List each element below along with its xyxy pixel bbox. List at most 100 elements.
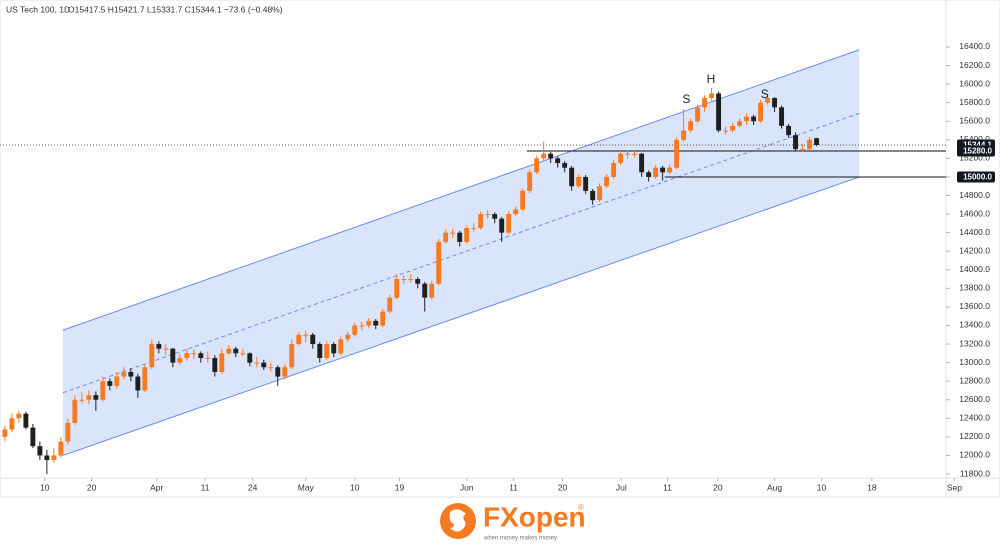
candle-body xyxy=(366,320,372,326)
channel-upper xyxy=(62,49,860,331)
candle-body xyxy=(744,116,750,122)
candle-body xyxy=(625,153,631,155)
candle-body xyxy=(345,334,351,340)
price-tag-label: 15280.0 xyxy=(963,147,992,156)
candle-body xyxy=(107,381,113,386)
candle-body xyxy=(310,334,316,345)
candle-body xyxy=(534,158,540,173)
y-tick-label: 11800.0 xyxy=(960,468,990,478)
candle-body xyxy=(16,413,22,419)
y-tick-label: 13400.0 xyxy=(959,320,990,330)
candle-body xyxy=(667,167,673,173)
candle-body xyxy=(156,344,162,349)
y-tick-label: 14600.0 xyxy=(959,208,990,218)
candle-body xyxy=(121,371,127,377)
candle-body xyxy=(674,139,680,168)
y-tick-label: 13600.0 xyxy=(959,301,990,311)
x-tick-label: 10 xyxy=(40,482,50,492)
logo: FXopen ® when money makes money xyxy=(440,501,586,542)
candle-body xyxy=(800,149,806,151)
candle-body xyxy=(695,107,701,122)
candle-body xyxy=(786,125,792,136)
x-tick-label: May xyxy=(298,482,315,492)
pattern-label: S xyxy=(761,87,769,101)
candle-body xyxy=(457,232,463,242)
candle-body xyxy=(450,232,456,234)
y-tick-label: 12800.0 xyxy=(959,375,990,385)
candle-body xyxy=(576,176,582,187)
y-tick-label: 12600.0 xyxy=(959,394,990,404)
candle-body xyxy=(422,283,428,298)
candle-body xyxy=(632,153,638,155)
ohlc-readout: O15417.5 H15421.7 L15331.7 C15344.1 −73.… xyxy=(68,4,283,14)
logo-mark: ® xyxy=(578,503,584,512)
candle-body xyxy=(464,227,470,242)
y-tick-label: 14800.0 xyxy=(959,190,990,200)
x-tick-label: Aug xyxy=(767,482,782,492)
candle-body xyxy=(37,446,43,456)
candle-body xyxy=(324,344,330,358)
x-tick-label: Jul xyxy=(616,482,627,492)
candle-body xyxy=(373,320,379,326)
candle-body xyxy=(177,357,183,363)
candle-body xyxy=(506,214,512,233)
y-tick-label: 15800.0 xyxy=(959,97,990,107)
candle-body xyxy=(51,455,57,461)
candle-body xyxy=(758,102,764,122)
x-tick-label: 10 xyxy=(350,482,360,492)
candle-body xyxy=(79,399,85,401)
candle-body xyxy=(44,455,50,461)
candle-body xyxy=(359,325,365,327)
candle-body xyxy=(240,353,246,355)
candle-body xyxy=(646,172,652,177)
candle-body xyxy=(184,353,190,358)
candle-body xyxy=(611,163,617,177)
price-tag-label: 15000.0 xyxy=(963,173,992,182)
candle-body xyxy=(562,163,568,168)
candle-body xyxy=(394,279,400,298)
y-tick-label: 14000.0 xyxy=(959,264,990,274)
logo-dragon xyxy=(449,509,466,532)
y-tick-label: 12000.0 xyxy=(959,450,990,460)
logo-brand: FXopen xyxy=(483,501,586,532)
x-tick-label: Sep xyxy=(947,482,962,492)
candle-body xyxy=(583,176,589,191)
candle-body xyxy=(170,348,176,363)
candle-body xyxy=(275,367,281,377)
channel-lower xyxy=(62,176,860,456)
candle-body xyxy=(135,376,141,391)
candle-body xyxy=(93,395,99,400)
x-tick-label: 10 xyxy=(817,482,827,492)
candle-body xyxy=(191,353,197,355)
candle-body xyxy=(114,376,120,386)
x-tick-label: 18 xyxy=(867,482,877,492)
candle-body xyxy=(723,130,729,132)
candle-body xyxy=(219,353,225,372)
candle-body xyxy=(198,353,204,358)
candle-body xyxy=(730,125,736,131)
candle-body xyxy=(660,167,666,173)
y-tick-label: 14400.0 xyxy=(959,227,990,237)
candle-body xyxy=(548,153,554,159)
candle-body xyxy=(289,344,295,368)
candle-body xyxy=(702,98,708,108)
candle-body xyxy=(303,334,309,336)
y-tick-label: 16400.0 xyxy=(959,41,990,51)
candle-body xyxy=(779,107,785,126)
candle-body xyxy=(380,311,386,326)
candle-body xyxy=(492,214,498,219)
candle-body xyxy=(541,153,547,159)
price-tag xyxy=(957,145,995,157)
y-tick-label: 13800.0 xyxy=(959,283,990,293)
x-tick-label: 20 xyxy=(87,482,97,492)
candle-body xyxy=(814,138,820,145)
candle-body xyxy=(86,395,92,400)
candle-body xyxy=(338,339,344,354)
candle-body xyxy=(443,232,449,242)
pattern-label: S xyxy=(682,92,690,106)
candle-body xyxy=(604,176,610,187)
x-tick-label: 11 xyxy=(663,482,672,492)
candle-body xyxy=(9,418,15,430)
y-tick-label: 12200.0 xyxy=(959,431,990,441)
candle-body xyxy=(478,214,484,228)
